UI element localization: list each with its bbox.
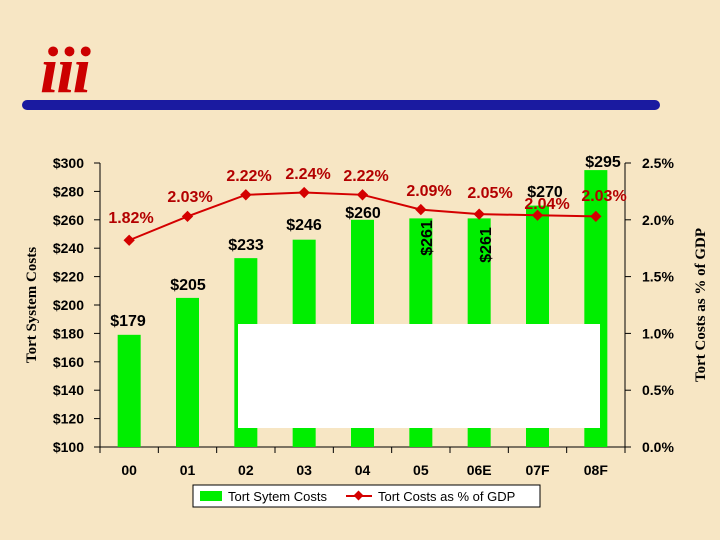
bar-value-label: $233 [228,237,264,254]
y-left-tick-label: $200 [53,297,84,313]
x-tick-label: 01 [180,462,196,478]
y-right-tick-label: 2.5% [642,155,674,171]
percent-label: 2.05% [467,185,512,202]
bar-value-label: $246 [286,217,322,234]
y-left-tick-label: $140 [53,382,84,398]
x-tick-label: 02 [238,462,254,478]
y-right-tick-label: 2.0% [642,212,674,228]
y-axis-left-title: Tort System Costs [24,247,40,363]
line-point [531,209,544,221]
line-series [123,186,602,246]
y-left-tick-label: $160 [53,354,84,370]
percent-label: 2.03% [581,188,626,205]
x-tick-label: 05 [413,462,429,478]
iii-logo: iii [40,34,94,107]
header-divider [22,100,660,110]
bar-value-label: $261 [478,227,495,263]
y-right-tick-label: 1.5% [642,269,674,285]
bar-value-label: $260 [345,205,381,222]
percent-label: 2.22% [343,168,388,185]
line-point [181,210,194,223]
bar-value-labels: $179 $205 $233 $246 $260 $261 $261 $270 $295 [110,154,621,330]
percent-label: 2.22% [226,168,271,185]
y-left-tick-label: $100 [53,439,84,455]
line-point [356,189,369,201]
legend-bar-label: Tort Sytem Costs [228,489,327,504]
line-point [240,189,252,201]
bar [117,334,141,447]
legend: Tort Sytem Costs Tort Costs as % of GDP [192,484,541,508]
y-right-tick-label: 1.0% [642,325,674,341]
bar-value-label: $295 [585,154,621,171]
x-tick-labels: 00 01 02 03 04 05 06E 07F 08F [121,462,608,478]
legend-bar-swatch [200,491,222,501]
line-point [590,210,602,223]
x-tick-label: 07F [525,462,550,478]
line-point [123,234,135,246]
blank-overlay-box [238,324,600,428]
percent-labels: 1.82% 2.03% 2.22% 2.24% 2.22% 2.09% 2.05% 2.04%… [108,166,626,227]
legend-line-marker [353,490,364,501]
x-tick-label: 00 [121,462,137,478]
percent-label: 2.09% [406,183,451,200]
bar-value-label: $270 [527,184,563,201]
x-tick-label: 08F [584,462,609,478]
bar-value-label: $261 [419,220,436,256]
percent-label: 2.04% [524,196,569,213]
bar [176,297,199,447]
y-right-tick-label: 0.0% [642,439,674,455]
bar-value-label: $205 [170,277,206,294]
x-tick-label: 04 [355,462,371,478]
axes: $100 $120 $140 $160 $180 $200 $220 $240 $260 $280… [53,155,675,455]
percent-label: 2.24% [285,166,330,183]
y-right-tick-label: 0.5% [642,382,674,398]
line-point [298,186,310,199]
line-point [473,208,485,220]
y-left-tick-label: $280 [53,183,84,199]
y-left-tick-label: $240 [53,240,84,256]
bar-value-label: $179 [110,313,146,330]
x-tick-label: 06E [467,462,492,478]
x-tick-label: 03 [296,462,312,478]
y-axis-right-title: Tort Costs as % of GDP [693,228,709,382]
logo-text: iii [40,34,92,107]
y-left-tick-label: $120 [53,411,84,427]
y-left-tick-label: $260 [53,212,84,228]
y-left-tick-label: $220 [53,269,84,285]
percent-label: 1.82% [108,210,153,227]
percent-label: 2.03% [167,189,212,206]
legend-line-label: Tort Costs as % of GDP [378,489,515,504]
line-point [415,203,427,216]
y-left-tick-label: $300 [53,155,84,171]
y-left-tick-label: $180 [53,325,84,341]
